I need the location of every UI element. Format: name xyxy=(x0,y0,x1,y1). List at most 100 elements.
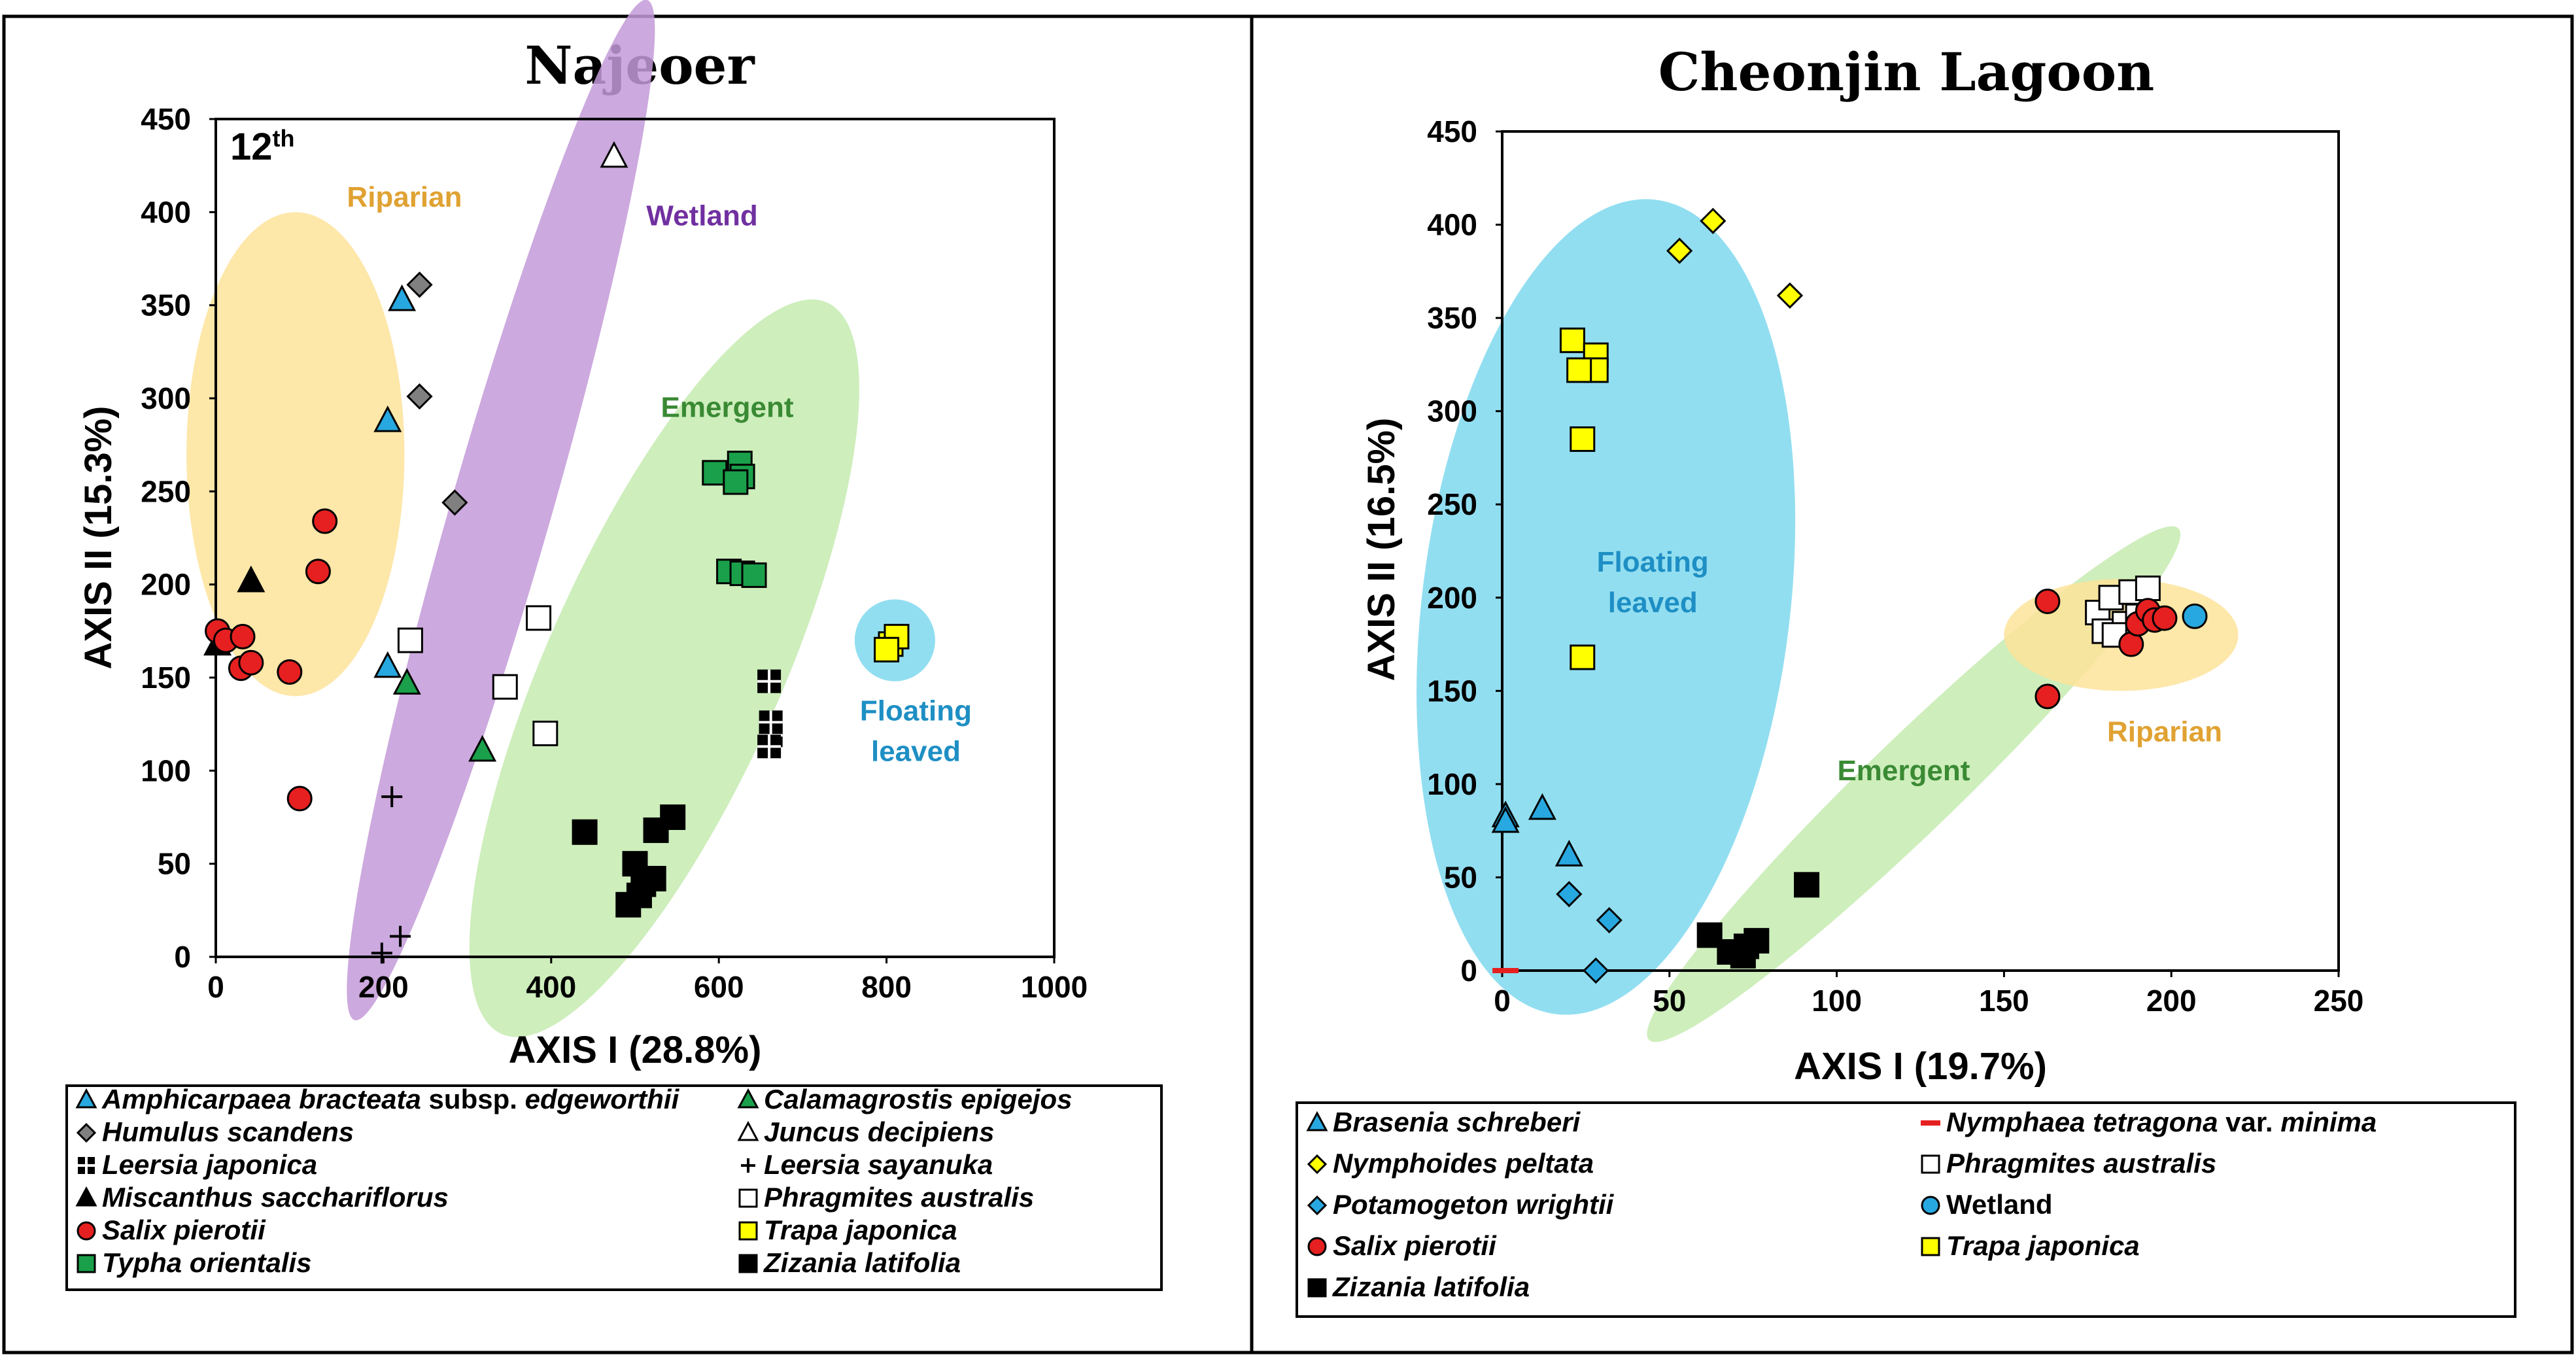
legend-item-phragmites-australis: Phragmites australis xyxy=(1921,1148,2216,1179)
data-point-trapa-japonica xyxy=(874,636,900,663)
group-label-line: Riparian xyxy=(347,181,462,213)
data-point-leersia-sayanuka xyxy=(390,925,411,947)
data-point-phragmites-australis xyxy=(532,720,558,746)
legend-item-nymphoides-peltata: Nymphoides peltata xyxy=(1307,1148,1594,1179)
data-point-trapa-japonica xyxy=(1570,426,1596,452)
legend-label-zizania-latifolia: Zizania latifolia xyxy=(1332,1271,1530,1302)
y-tick-label: 300 xyxy=(141,381,191,415)
y-tick-label: 200 xyxy=(1427,581,1477,615)
y-tick-label: 150 xyxy=(1427,674,1477,708)
data-point-zizania-latifolia xyxy=(1743,927,1770,954)
y-tick-label: 0 xyxy=(174,940,191,974)
legend-item-potamogeton-wrightii: Potamogeton wrightii xyxy=(1307,1189,1615,1220)
x-tick-label: 50 xyxy=(1653,984,1686,1018)
legend-marker-typha-orientalis xyxy=(77,1254,96,1273)
data-point-leersia-sayanuka xyxy=(371,942,392,964)
data-point-zizania-latifolia xyxy=(660,804,686,830)
legend-name: Potamogeton wrightii xyxy=(1333,1189,1615,1220)
legend-name: Juncus decipiens xyxy=(764,1116,994,1147)
y-axis-title: AXIS II (16.5%) xyxy=(1360,418,1403,682)
legend-label-zizania-latifolia: Zizania latifolia xyxy=(763,1247,961,1278)
x-tick-label: 100 xyxy=(1812,984,1862,1018)
legend-item-miscanthus-sacchariflorus: Miscanthus sacchariflorus xyxy=(75,1182,449,1213)
legend-label-salix-pierotii: Salix pierotii xyxy=(102,1215,266,1245)
data-point-salix-pierotii xyxy=(277,659,303,685)
legend-name: Calamagrostis epigejos xyxy=(764,1084,1073,1114)
legend-label-nymphaea-tetragona: Nymphaea tetragona var. minima xyxy=(1946,1107,2377,1137)
group-label-line: Riparian xyxy=(2107,716,2222,748)
y-tick-label: 350 xyxy=(1427,301,1477,335)
x-tick-label: 400 xyxy=(526,970,576,1004)
chart-title-cheonjin: Cheonjin Lagoon xyxy=(1658,41,2155,103)
data-point-miscanthus-sacchariflorus xyxy=(237,565,266,593)
data-point-zizania-latifolia xyxy=(572,819,598,845)
data-point-salix-pierotii xyxy=(230,623,256,649)
legend-label-leersia-japonica: Leersia japonica xyxy=(102,1149,317,1180)
scatter-plot-najeoer: 0 200 400 600 800 1000 0 50 100 150 200 250 300 350 40… xyxy=(77,0,1088,1071)
data-point-amphicarpaea-bracteata xyxy=(373,651,402,678)
y-tick-label: 450 xyxy=(141,102,191,136)
x-tick-label: 150 xyxy=(1979,984,2029,1018)
data-point-nymphoides-peltata xyxy=(1666,237,1693,264)
group-label-emergent: Emergent xyxy=(661,391,794,423)
data-point-phragmites-australis xyxy=(397,627,423,653)
group-label-wetland: Wetland xyxy=(646,199,757,232)
legend-name: Zizania latifolia xyxy=(763,1247,961,1278)
legend-label-calamagrostis-epigejos: Calamagrostis epigejos xyxy=(764,1084,1073,1114)
data-point-salix-pierotii xyxy=(2035,683,2061,710)
data-point-phragmites-australis xyxy=(526,605,552,631)
panel-label-sup: th xyxy=(273,125,295,152)
data-point-phragmites-australis xyxy=(492,674,518,700)
group-label-emergent: Emergent xyxy=(1837,755,1970,787)
data-point-calamagrostis-epigejos xyxy=(392,668,421,695)
legend-item-trapa-japonica: Trapa japonica xyxy=(738,1215,957,1245)
y-tick-label: 50 xyxy=(1444,860,1477,894)
legend-item-amphicarpaea-bracteata: Amphicarpaea bracteata subsp. edgeworthi… xyxy=(75,1084,680,1114)
data-point-zizania-latifolia xyxy=(1794,872,1820,898)
legend-label-typha-orientalis: Typha orientalis xyxy=(102,1247,312,1278)
legend-label-phragmites-australis: Phragmites australis xyxy=(1946,1148,2216,1179)
legend-item-salix-pierotii: Salix pierotii xyxy=(1307,1230,1497,1261)
legend-name: Leersia sayanuka xyxy=(764,1149,993,1180)
data-point-nymphaea-tetragona xyxy=(1492,968,1519,973)
group-label-line: Floating xyxy=(1597,546,1709,578)
group-label-riparian: Riparian xyxy=(347,181,462,213)
x-axis-title: AXIS I (28.8%) xyxy=(509,1029,762,1071)
data-point-amphicarpaea-bracteata xyxy=(373,405,402,432)
y-tick-label: 400 xyxy=(1427,208,1477,242)
legend-item-leersia-japonica: Leersia japonica xyxy=(78,1149,317,1180)
legend-label-nymphoides-peltata: Nymphoides peltata xyxy=(1333,1148,1594,1179)
legend-label-trapa-japonica: Trapa japonica xyxy=(764,1215,957,1245)
legend-item-trapa-japonica: Trapa japonica xyxy=(1921,1230,2140,1261)
legend-najeoer: Amphicarpaea bracteata subsp. edgeworthi… xyxy=(75,1084,1073,1278)
legend-name: Miscanthus sacchariflorus xyxy=(102,1182,449,1213)
y-tick-label: 400 xyxy=(141,195,191,229)
data-point-leersia-japonica xyxy=(757,734,781,759)
legend-name: Typha orientalis xyxy=(102,1247,312,1278)
legend-marker-humulus-scandens xyxy=(76,1122,97,1143)
data-point-leersia-sayanuka xyxy=(381,786,403,808)
group-label-line: leaved xyxy=(1608,587,1698,619)
group-label-floating: Floating leaved xyxy=(860,695,972,767)
data-point-trapa-japonica xyxy=(1570,644,1596,670)
data-point-trapa-japonica xyxy=(1566,357,1592,383)
data-point-leersia-japonica xyxy=(757,669,781,693)
legend-label-potamogeton-wrightii: Potamogeton wrightii xyxy=(1333,1189,1615,1220)
legend-item-salix-pierotii: Salix pierotii xyxy=(77,1215,266,1245)
legend-item-calamagrostis-epigejos: Calamagrostis epigejos xyxy=(737,1084,1073,1114)
legend-item-zizania-latifolia: Zizania latifolia xyxy=(738,1247,961,1278)
group-ellipse-floating xyxy=(1417,199,1796,1015)
legend-marker-amphicarpaea-bracteata xyxy=(75,1088,97,1109)
data-point-humulus-scandens xyxy=(406,271,433,298)
legend-name: Leersia japonica xyxy=(102,1149,317,1180)
legend-marker-phragmites-australis xyxy=(738,1188,758,1208)
group-label-line: Emergent xyxy=(1837,755,1970,787)
data-point-humulus-scandens xyxy=(441,489,468,516)
legend-marker-trapa-japonica xyxy=(1921,1237,1940,1256)
x-tick-label: 200 xyxy=(2146,984,2197,1018)
data-point-wetland xyxy=(2182,603,2208,629)
legend-marker-phragmites-australis xyxy=(1921,1154,1940,1174)
legend-item-wetland: Wetland xyxy=(1921,1189,2053,1220)
legend-name: Trapa japonica xyxy=(1946,1230,2140,1261)
